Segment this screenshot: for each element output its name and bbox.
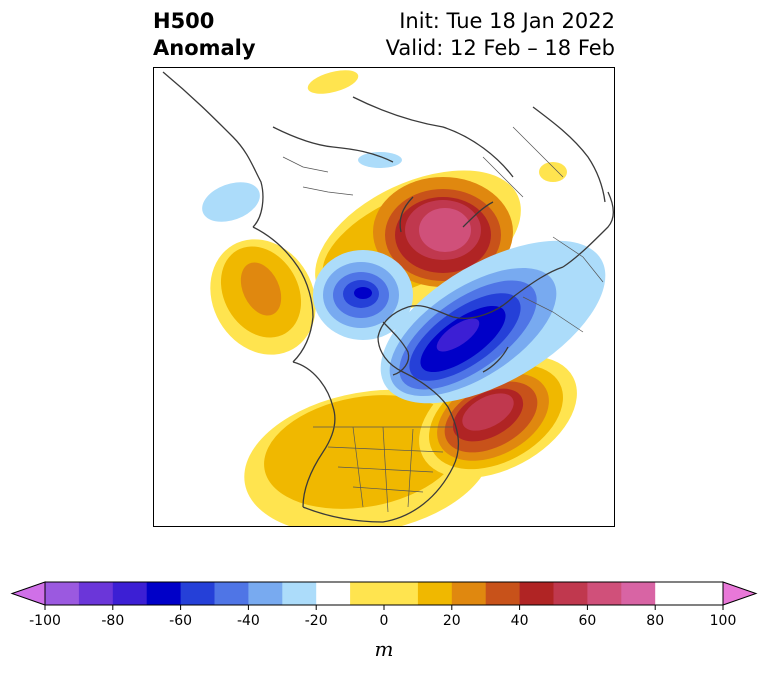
colorbar-tick-label: -100 — [29, 613, 61, 629]
coastlines — [162, 71, 614, 523]
colorbar-tick-label: -80 — [101, 613, 124, 629]
colorbar-segment — [553, 582, 588, 605]
title-variable: H500 — [153, 9, 215, 33]
init-date: Init: Tue 18 Jan 2022 — [399, 9, 615, 33]
title-right: Init: Tue 18 Jan 2022 Valid: 12 Feb – 18… — [386, 8, 615, 62]
colorbar-segment — [282, 582, 317, 605]
colorbar-tick-label: 20 — [443, 613, 461, 629]
colorbar-segment — [621, 582, 656, 605]
colorbar-segment — [180, 582, 215, 605]
map-frame — [153, 67, 615, 527]
negative-anomaly-trough — [380, 240, 606, 404]
colorbar-tick-label: 80 — [646, 613, 664, 629]
colorbar-tick-label: 0 — [380, 613, 389, 629]
colorbar-segment — [146, 582, 182, 605]
anomaly-map — [153, 67, 615, 527]
colorbar-tick-label: -20 — [305, 613, 328, 629]
colorbar-segment — [519, 582, 554, 605]
title-left: H500 Anomaly — [153, 8, 256, 62]
colorbar-unit-label: m — [375, 637, 394, 661]
positive-anomaly-chukotka — [307, 70, 359, 94]
title-type: Anomaly — [153, 36, 256, 60]
positive-anomaly-pacific — [210, 239, 316, 355]
colorbar-tick-label: -40 — [237, 613, 260, 629]
colorbar-segment — [655, 582, 690, 605]
colorbar-segment — [485, 582, 521, 605]
country-borders — [282, 126, 604, 513]
negative-anomaly-siberia — [358, 152, 402, 168]
colorbar: -100 -80 -60 -40 -20 0 20 40 60 80 100 m — [10, 581, 758, 661]
colorbar-extend-low — [10, 581, 46, 606]
colorbar-segment — [587, 582, 622, 605]
colorbar-segment — [350, 582, 419, 605]
colorbar-segment — [214, 582, 249, 605]
colorbar-tick-label: 100 — [710, 613, 737, 629]
positive-anomaly-europe-east — [539, 162, 567, 182]
colorbar-segment — [112, 582, 148, 605]
colorbar-extend-high — [722, 581, 758, 606]
positive-anomaly-scandinavia — [373, 177, 513, 287]
colorbar-segment — [689, 582, 724, 605]
colorbar-tick-label: 60 — [578, 613, 596, 629]
colorbar-segment — [45, 582, 80, 605]
negative-anomaly-greenland — [313, 250, 413, 340]
colorbar-segment — [417, 582, 453, 605]
colorbar-segment — [316, 582, 351, 605]
colorbar-tick-label: -60 — [169, 613, 192, 629]
negative-anomaly-alaska — [202, 182, 260, 222]
colorbar-tick-label: 40 — [511, 613, 529, 629]
colorbar-segment — [248, 582, 283, 605]
valid-range: Valid: 12 Feb – 18 Feb — [385, 36, 615, 60]
colorbar-segment — [78, 582, 114, 605]
colorbar-segment — [451, 582, 487, 605]
